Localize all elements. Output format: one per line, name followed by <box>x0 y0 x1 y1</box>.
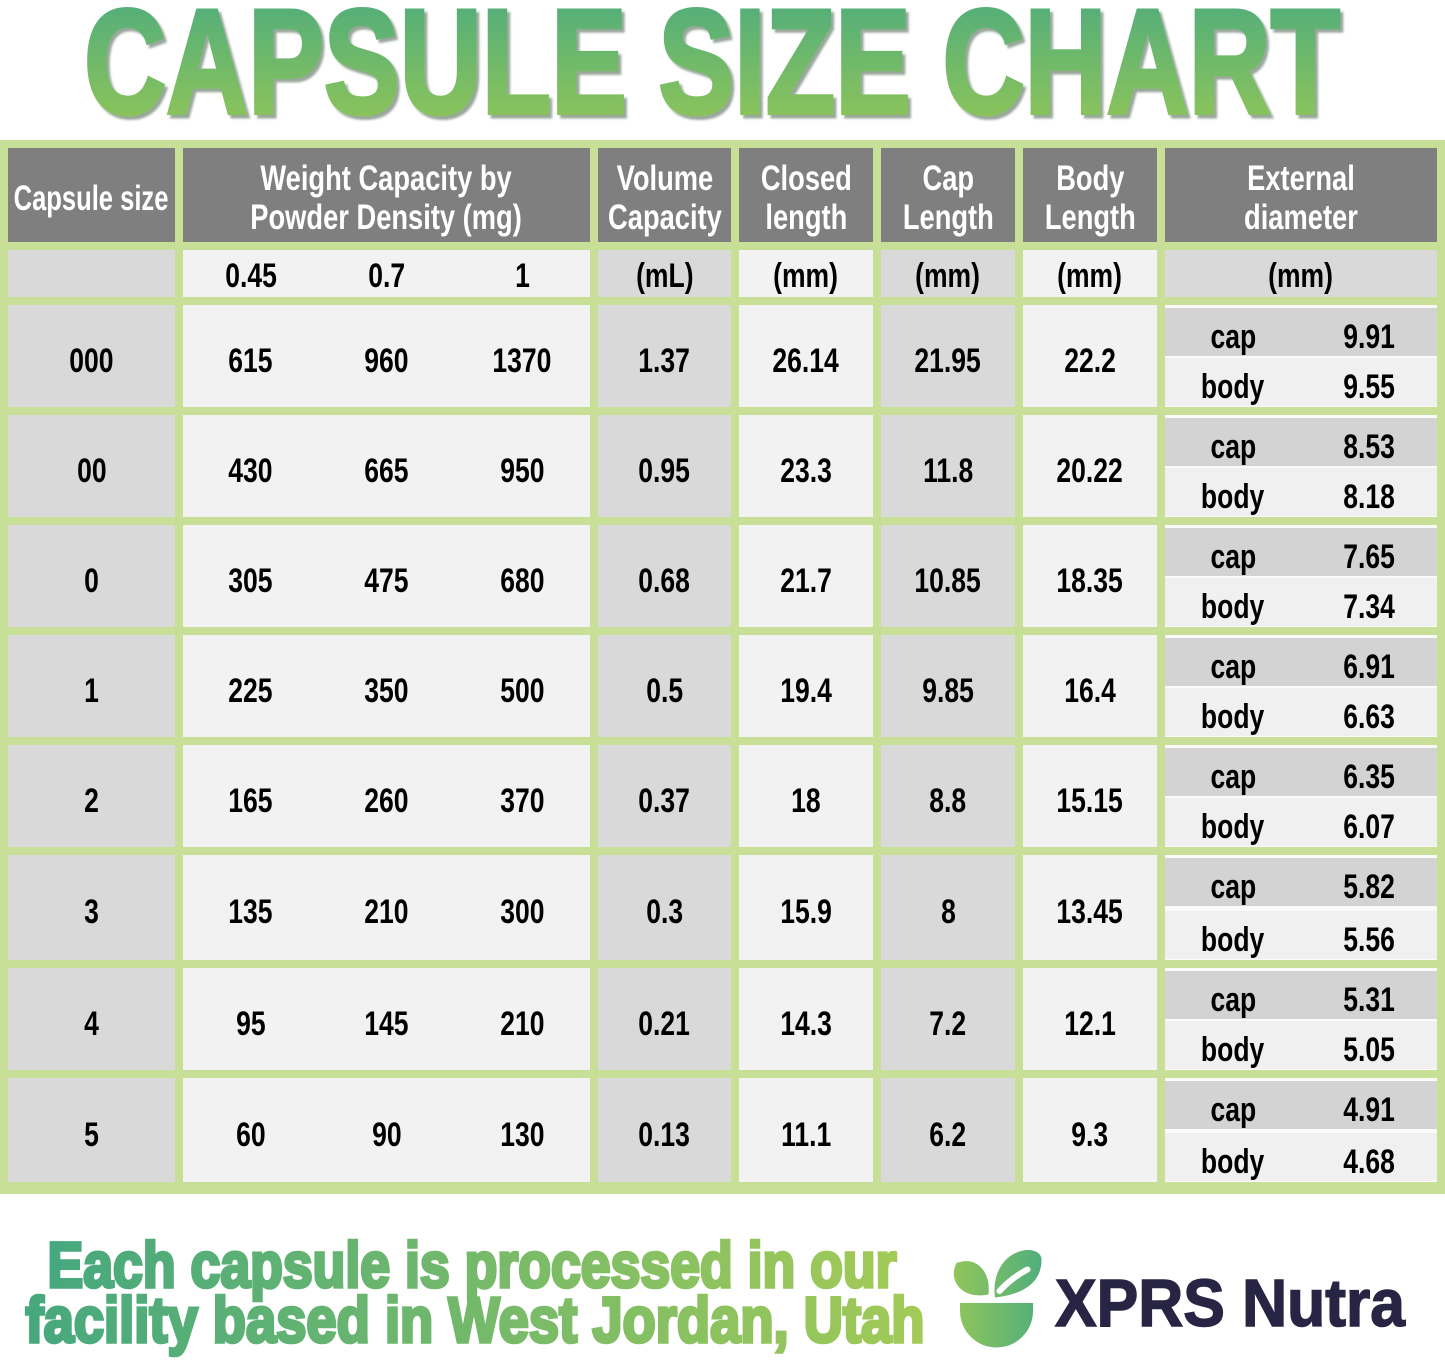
svg-text:Each capsule is processed in o: Each capsule is processed in our <box>48 1229 897 1301</box>
svg-text:facility based in West Jordan,: facility based in West Jordan, Utah <box>26 1284 925 1356</box>
svg-text:XPRS Nutra: XPRS Nutra <box>1055 1266 1406 1341</box>
svg-text:CAPSULE SIZE CHART: CAPSULE SIZE CHART <box>84 0 1340 140</box>
